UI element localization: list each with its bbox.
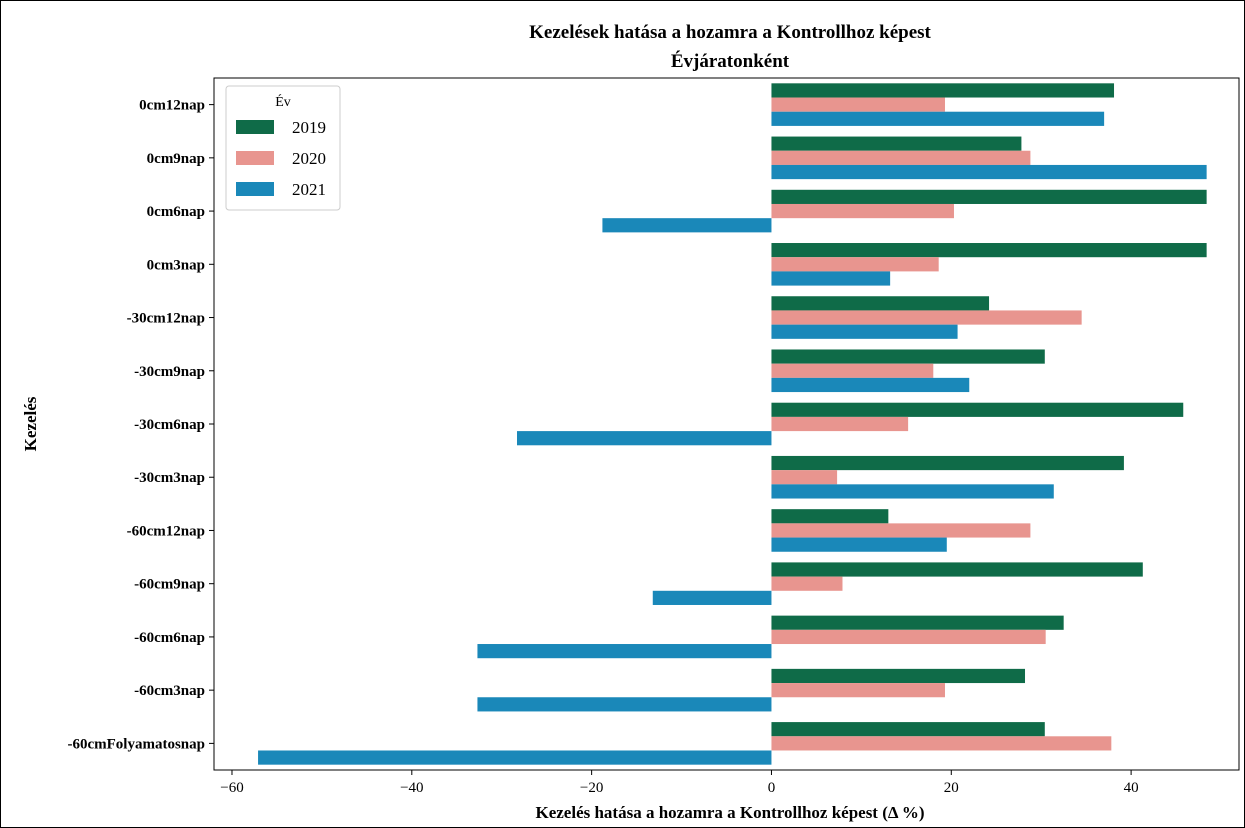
legend-swatch-2021	[236, 182, 274, 196]
x-axis-label: Kezelés hatása a hozamra a Kontrollhoz k…	[535, 803, 924, 822]
bar-2019--30cm12nap	[771, 296, 990, 311]
bar-2021--60cm9nap	[652, 590, 772, 605]
bar-2020-0cm3nap	[771, 257, 939, 272]
bar-2019--60cm3nap	[771, 668, 1026, 684]
bar-2021--60cm12nap	[771, 537, 947, 552]
bar-2021--60cm3nap	[477, 697, 772, 712]
y-tick-label: -60cm9nap	[134, 577, 205, 593]
bar-2021-0cm3nap	[771, 271, 891, 286]
bar-2020--60cm9nap	[771, 576, 843, 591]
bar-2020--60cm3nap	[771, 683, 945, 698]
bar-2019-0cm9nap	[771, 136, 1022, 151]
legend: Év 2019 2020 2021	[225, 85, 341, 211]
x-ticks-group: −60 −40 −20 0 20 40	[220, 770, 1139, 796]
bar-2019-0cm12nap	[771, 83, 1115, 98]
plot-area-frame	[213, 77, 1240, 771]
y-tick-label: 0cm12nap	[139, 98, 205, 114]
bar-2021--30cm3nap	[771, 484, 1054, 499]
bar-2019--30cm9nap	[771, 349, 1045, 364]
x-tick-label: −60	[220, 780, 243, 796]
chart-title-line-1: Kezelések hatása a hozamra a Kontrollhoz…	[529, 22, 931, 43]
bar-2021--60cmFolyamatosnap	[258, 750, 772, 765]
y-tick-label: -30cm12nap	[127, 311, 205, 327]
x-tick-label: −20	[580, 780, 603, 796]
y-tick-label: -30cm9nap	[134, 364, 205, 380]
bar-2021--30cm6nap	[517, 431, 772, 446]
bar-2019--30cm6nap	[771, 402, 1184, 417]
bar-2020--60cmFolyamatosnap	[771, 736, 1112, 751]
bar-2021--60cm6nap	[477, 644, 772, 659]
bar-2019-0cm3nap	[771, 243, 1207, 258]
bar-2020--30cm12nap	[771, 310, 1082, 325]
bar-2020--60cm12nap	[771, 523, 1031, 538]
x-tick-label: 20	[944, 780, 959, 796]
bar-2021-0cm9nap	[771, 164, 1207, 180]
y-tick-label: -60cmFolyamatosnap	[68, 736, 206, 752]
y-tick-label: -30cm3nap	[134, 470, 205, 486]
bar-2021-0cm6nap	[602, 218, 772, 233]
y-tick-label: 0cm6nap	[147, 204, 205, 220]
legend-label-2020: 2020	[292, 149, 326, 168]
bar-2021--30cm9nap	[771, 377, 970, 393]
y-axis-label: Kezelés	[21, 396, 40, 451]
x-tick-label: −40	[400, 780, 423, 796]
bar-2020--30cm9nap	[771, 363, 934, 378]
bar-2019--30cm3nap	[771, 455, 1124, 471]
chart-title-line-2: Évjáratonként	[671, 50, 790, 72]
bar-2020--30cm6nap	[771, 416, 909, 432]
bar-2021--30cm12nap	[771, 324, 958, 339]
x-tick-label: 40	[1124, 780, 1139, 796]
bar-2020-0cm12nap	[771, 97, 945, 112]
y-ticks-group: 0cm12nap 0cm9nap 0cm6nap 0cm3nap -30cm12nap -…	[68, 98, 214, 752]
bar-2019--60cmFolyamatosnap	[771, 722, 1045, 737]
bar-2020--60cm6nap	[771, 629, 1046, 645]
y-tick-label: 0cm3nap	[147, 257, 205, 273]
legend-title: Év	[275, 93, 291, 110]
legend-label-2019: 2019	[292, 118, 326, 137]
bar-2020-0cm9nap	[771, 150, 1031, 165]
bar-2019--60cm12nap	[771, 509, 889, 524]
bar-2021-0cm12nap	[771, 111, 1105, 126]
legend-box	[225, 85, 341, 211]
y-tick-label: -30cm6nap	[134, 417, 205, 433]
x-tick-label: 0	[768, 780, 776, 796]
y-tick-label: -60cm3nap	[134, 683, 205, 699]
bar-2019--60cm9nap	[771, 562, 1143, 577]
legend-swatch-2019	[236, 120, 274, 134]
bars-group	[258, 83, 1207, 765]
legend-swatch-2020	[236, 151, 274, 165]
bar-2019--60cm6nap	[771, 615, 1064, 630]
bar-2020--30cm3nap	[771, 470, 838, 485]
legend-label-2021: 2021	[292, 180, 326, 199]
bar-2020-0cm6nap	[771, 203, 954, 219]
y-tick-label: -60cm12nap	[127, 523, 205, 539]
bar-2019-0cm6nap	[771, 189, 1207, 204]
y-tick-label: -60cm6nap	[134, 630, 205, 646]
y-tick-label: 0cm9nap	[147, 151, 205, 167]
